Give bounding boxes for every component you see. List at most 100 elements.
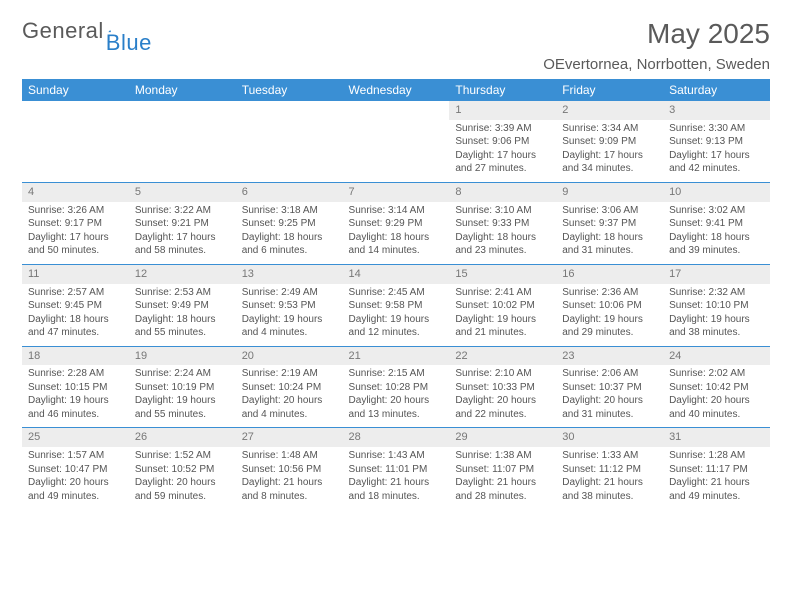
calendar-cell: 2 Sunrise: 3:34 AMSunset: 9:09 PMDaylight…: [556, 101, 663, 182]
day-body: Sunrise: 2:57 AMSunset: 9:45 PMDaylight:…: [22, 286, 129, 340]
day-number: 3: [663, 101, 770, 120]
calendar-cell: 3 Sunrise: 3:30 AMSunset: 9:13 PMDaylight…: [663, 101, 770, 182]
day-body: Sunrise: 1:28 AMSunset: 11:17 PMDaylight…: [663, 449, 770, 503]
day-number: 5: [129, 183, 236, 202]
calendar-cell: 6 Sunrise: 3:18 AMSunset: 9:25 PMDaylight…: [236, 182, 343, 264]
day-number: 20: [236, 347, 343, 366]
day-number: 6: [236, 183, 343, 202]
day-body: Sunrise: 2:02 AMSunset: 10:42 PMDaylight…: [663, 367, 770, 421]
calendar-table: Sunday Monday Tuesday Wednesday Thursday…: [22, 79, 770, 509]
day-number: 16: [556, 265, 663, 284]
day-number: 28: [343, 428, 450, 447]
day-number: 4: [22, 183, 129, 202]
day-number: 13: [236, 265, 343, 284]
calendar-cell: 23Sunrise: 2:06 AMSunset: 10:37 PMDaylig…: [556, 346, 663, 428]
calendar-cell: 14 Sunrise: 2:45 AMSunset: 9:58 PMDayligh…: [343, 264, 450, 346]
calendar-cell: 11 Sunrise: 2:57 AMSunset: 9:45 PMDayligh…: [22, 264, 129, 346]
calendar-cell: 29 Sunrise: 1:38 AMSunset: 11:07 PMDaylig…: [449, 428, 556, 509]
calendar-cell: [236, 101, 343, 182]
calendar-cell: 26Sunrise: 1:52 AMSunset: 10:52 PMDaylig…: [129, 428, 236, 509]
day-body: Sunrise: 3:34 AMSunset: 9:09 PMDaylight:…: [556, 122, 663, 176]
day-body: Sunrise: 3:18 AMSunset: 9:25 PMDaylight:…: [236, 204, 343, 258]
day-body: Sunrise: 2:45 AMSunset: 9:58 PMDaylight:…: [343, 286, 450, 340]
day-number: 27: [236, 428, 343, 447]
day-number: 25: [22, 428, 129, 447]
day-body: Sunrise: 3:06 AMSunset: 9:37 PMDaylight:…: [556, 204, 663, 258]
weekday-header: Wednesday: [343, 79, 450, 101]
calendar-cell: 30 Sunrise: 1:33 AMSunset: 11:12 PMDaylig…: [556, 428, 663, 509]
calendar-cell: 16Sunrise: 2:36 AMSunset: 10:06 PMDaylig…: [556, 264, 663, 346]
calendar-cell: 18Sunrise: 2:28 AMSunset: 10:15 PMDaylig…: [22, 346, 129, 428]
weekday-header: Thursday: [449, 79, 556, 101]
calendar-cell: 9 Sunrise: 3:06 AMSunset: 9:37 PMDaylight…: [556, 182, 663, 264]
day-number: 24: [663, 347, 770, 366]
calendar-cell: 7 Sunrise: 3:14 AMSunset: 9:29 PMDaylight…: [343, 182, 450, 264]
day-body: Sunrise: 3:02 AMSunset: 9:41 PMDaylight:…: [663, 204, 770, 258]
day-body: Sunrise: 3:39 AMSunset: 9:06 PMDaylight:…: [449, 122, 556, 176]
calendar-cell: 17 Sunrise: 2:32 AMSunset: 10:10 PMDaylig…: [663, 264, 770, 346]
day-body: Sunrise: 3:30 AMSunset: 9:13 PMDaylight:…: [663, 122, 770, 176]
day-number: 10: [663, 183, 770, 202]
calendar-cell: 28 Sunrise: 1:43 AMSunset: 11:01 PMDaylig…: [343, 428, 450, 509]
day-body: Sunrise: 1:48 AMSunset: 10:56 PMDaylight…: [236, 449, 343, 503]
calendar-cell: [343, 101, 450, 182]
day-body: Sunrise: 2:53 AMSunset: 9:49 PMDaylight:…: [129, 286, 236, 340]
location-text: OEvertornea, Norrbotten, Sweden: [22, 56, 770, 73]
day-body: Sunrise: 3:14 AMSunset: 9:29 PMDaylight:…: [343, 204, 450, 258]
calendar-cell: 8Sunrise: 3:10 AMSunset: 9:33 PMDaylight…: [449, 182, 556, 264]
day-body: Sunrise: 1:33 AMSunset: 11:12 PMDaylight…: [556, 449, 663, 503]
day-number: 11: [22, 265, 129, 284]
day-body: Sunrise: 2:28 AMSunset: 10:15 PMDaylight…: [22, 367, 129, 421]
day-number: 19: [129, 347, 236, 366]
day-number: 14: [343, 265, 450, 284]
day-body: Sunrise: 2:15 AMSunset: 10:28 PMDaylight…: [343, 367, 450, 421]
calendar-cell: 15 Sunrise: 2:41 AMSunset: 10:02 PMDaylig…: [449, 264, 556, 346]
day-number: 2: [556, 101, 663, 120]
calendar-cell: 13 Sunrise: 2:49 AMSunset: 9:53 PMDayligh…: [236, 264, 343, 346]
calendar-cell: 1 Sunrise: 3:39 AMSunset: 9:06 PMDaylight…: [449, 101, 556, 182]
calendar-cell: 21Sunrise: 2:15 AMSunset: 10:28 PMDaylig…: [343, 346, 450, 428]
calendar-cell: 31Sunrise: 1:28 AMSunset: 11:17 PMDaylig…: [663, 428, 770, 509]
weekday-header-row: Sunday Monday Tuesday Wednesday Thursday…: [22, 79, 770, 101]
calendar-row: 4 Sunrise: 3:26 AMSunset: 9:17 PMDaylight…: [22, 182, 770, 264]
calendar-cell: 25 Sunrise: 1:57 AMSunset: 10:47 PMDaylig…: [22, 428, 129, 509]
day-body: Sunrise: 2:41 AMSunset: 10:02 PMDaylight…: [449, 286, 556, 340]
day-body: Sunrise: 3:22 AMSunset: 9:21 PMDaylight:…: [129, 204, 236, 258]
day-body: Sunrise: 2:32 AMSunset: 10:10 PMDaylight…: [663, 286, 770, 340]
day-number: 30: [556, 428, 663, 447]
day-number: 21: [343, 347, 450, 366]
calendar-cell: 22Sunrise: 2:10 AMSunset: 10:33 PMDaylig…: [449, 346, 556, 428]
day-body: Sunrise: 3:26 AMSunset: 9:17 PMDaylight:…: [22, 204, 129, 258]
calendar-row: 11 Sunrise: 2:57 AMSunset: 9:45 PMDayligh…: [22, 264, 770, 346]
weekday-header: Friday: [556, 79, 663, 101]
day-number: 7: [343, 183, 450, 202]
day-number: 12: [129, 265, 236, 284]
day-number: 29: [449, 428, 556, 447]
day-body: Sunrise: 1:38 AMSunset: 11:07 PMDaylight…: [449, 449, 556, 503]
weekday-header: Monday: [129, 79, 236, 101]
calendar-row: 1 Sunrise: 3:39 AMSunset: 9:06 PMDaylight…: [22, 101, 770, 182]
calendar-row: 18Sunrise: 2:28 AMSunset: 10:15 PMDaylig…: [22, 346, 770, 428]
day-body: Sunrise: 2:49 AMSunset: 9:53 PMDaylight:…: [236, 286, 343, 340]
day-number: 17: [663, 265, 770, 284]
calendar-cell: 27 Sunrise: 1:48 AMSunset: 10:56 PMDaylig…: [236, 428, 343, 509]
calendar-cell: 19Sunrise: 2:24 AMSunset: 10:19 PMDaylig…: [129, 346, 236, 428]
logo-text-2: Blue: [106, 30, 152, 56]
calendar-cell: 20Sunrise: 2:19 AMSunset: 10:24 PMDaylig…: [236, 346, 343, 428]
calendar-cell: 10 Sunrise: 3:02 AMSunset: 9:41 PMDayligh…: [663, 182, 770, 264]
calendar-cell: [129, 101, 236, 182]
day-number: 1: [449, 101, 556, 120]
calendar-cell: 4 Sunrise: 3:26 AMSunset: 9:17 PMDaylight…: [22, 182, 129, 264]
calendar-cell: [22, 101, 129, 182]
day-body: Sunrise: 1:43 AMSunset: 11:01 PMDaylight…: [343, 449, 450, 503]
day-body: Sunrise: 2:10 AMSunset: 10:33 PMDaylight…: [449, 367, 556, 421]
calendar-cell: 5 Sunrise: 3:22 AMSunset: 9:21 PMDaylight…: [129, 182, 236, 264]
day-body: Sunrise: 3:10 AMSunset: 9:33 PMDaylight:…: [449, 204, 556, 258]
weekday-header: Sunday: [22, 79, 129, 101]
day-body: Sunrise: 1:57 AMSunset: 10:47 PMDaylight…: [22, 449, 129, 503]
day-number: 15: [449, 265, 556, 284]
calendar-cell: 24Sunrise: 2:02 AMSunset: 10:42 PMDaylig…: [663, 346, 770, 428]
day-number: 9: [556, 183, 663, 202]
day-number: 23: [556, 347, 663, 366]
day-body: Sunrise: 2:06 AMSunset: 10:37 PMDaylight…: [556, 367, 663, 421]
